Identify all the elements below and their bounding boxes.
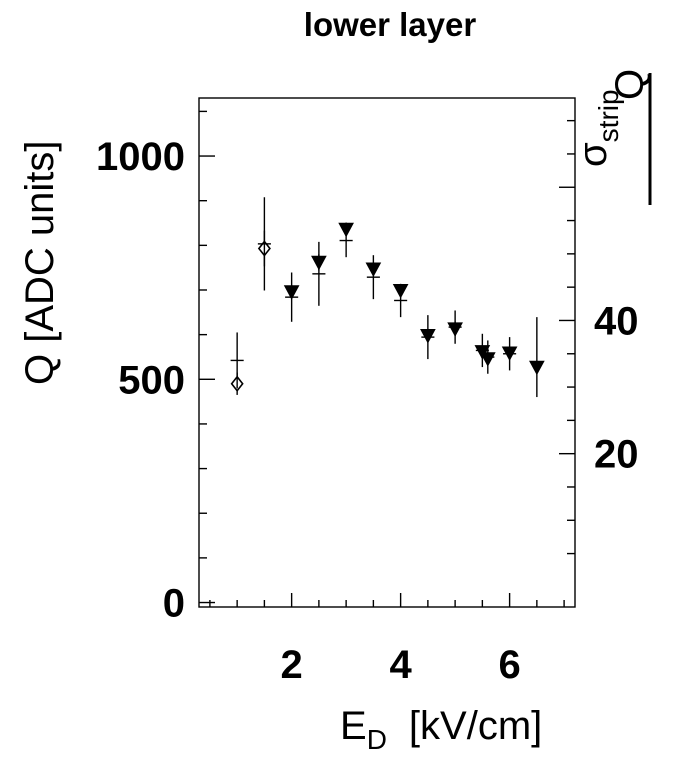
plus-point <box>421 315 435 360</box>
y-axis-label: Q [ADC units] <box>18 140 62 385</box>
y2-axis-label-subscript: strip <box>593 89 624 142</box>
y2-axis-label: Q σstrip <box>571 69 652 205</box>
y-tick-label: 500 <box>118 358 185 402</box>
plot-border <box>198 97 576 608</box>
y2-tick-label: 40 <box>594 299 639 343</box>
x-tick-label: 4 <box>389 643 412 687</box>
y2-axis-label-denominator: σstrip <box>571 89 624 167</box>
plus-point <box>448 310 462 344</box>
x-axis-label-unit: [kV/cm] <box>409 704 542 748</box>
y-tick-label: 0 <box>163 582 185 626</box>
y2-tick-label: 20 <box>594 433 639 477</box>
x-axis-label-subscript: D <box>367 724 387 755</box>
plus-point <box>339 223 353 258</box>
data-marks <box>230 197 545 398</box>
plus-point <box>366 255 380 300</box>
y-axis-tick-labels: 0 500 1000 <box>96 135 185 625</box>
y2-axis-label-numerator: Q <box>608 69 652 100</box>
y2-axis-ticks <box>559 119 575 555</box>
y-axis-ticks <box>199 110 215 604</box>
plus-point <box>475 333 489 368</box>
plus-point <box>312 241 326 306</box>
y2-axis-label-sigma: σ <box>571 142 615 167</box>
x-axis-ticks <box>209 593 565 607</box>
x-tick-label: 2 <box>281 643 303 687</box>
x-axis-label: ED [kV/cm] <box>340 704 542 755</box>
x-tick-label: 6 <box>498 643 520 687</box>
x-axis-tick-labels: 2 4 6 <box>281 643 521 687</box>
x-axis-label-symbol: E <box>340 704 367 748</box>
plus-point <box>481 340 495 374</box>
plus-point <box>285 272 299 322</box>
plus-point <box>503 337 517 371</box>
plus-point <box>257 197 271 291</box>
plot-frame <box>198 97 576 608</box>
plus-point <box>394 283 408 318</box>
plus-point <box>230 332 244 389</box>
y-tick-label: 1000 <box>96 135 185 179</box>
chart-title: lower layer <box>304 6 477 43</box>
